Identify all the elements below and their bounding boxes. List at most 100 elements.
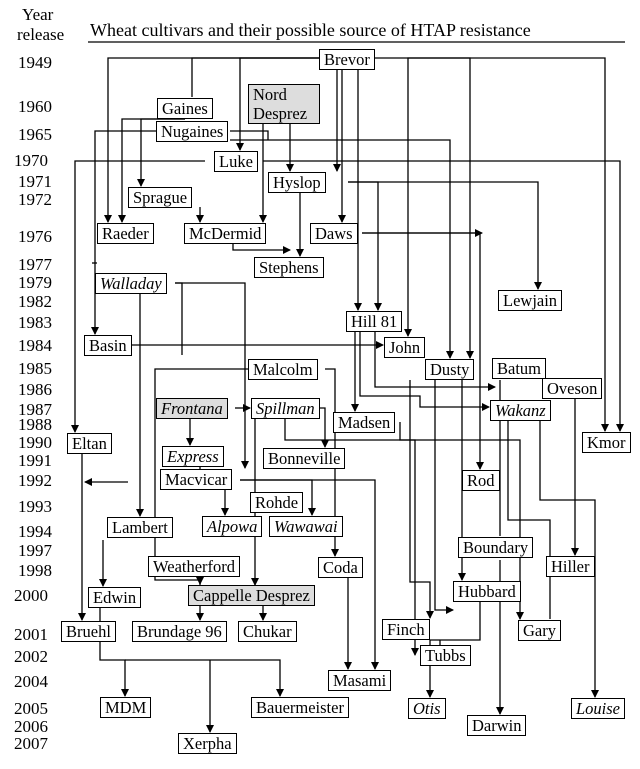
year-label: 2000 [14,586,48,605]
node-hill81: Hill 81 [346,311,403,332]
connector-line [434,380,454,614]
connector-line [230,139,454,359]
node-frontana: Frontana [156,398,228,419]
year-label: 1994 [18,522,52,541]
node-basin: Basin [84,335,132,356]
year-label: 1992 [18,471,52,490]
node-daws: Daws [310,223,358,244]
year-label: 1965 [18,125,52,144]
node-brundage96: Brundage 96 [132,621,227,642]
year-label: 1960 [18,97,52,116]
year-header: Year [22,5,54,24]
year-label: 1971 [18,172,52,191]
year-label: 1972 [18,190,52,209]
year-label: 1985 [18,359,52,378]
connector-line [426,600,481,698]
node-lewjain: Lewjain [498,290,563,311]
year-label: 1970 [14,151,48,170]
node-hubbard: Hubbard [453,581,521,602]
node-nugaines: Nugaines [156,121,229,142]
node-stephens: Stephens [254,257,324,278]
node-finch: Finch [382,619,430,640]
year-label: 2005 [14,699,48,718]
node-brevor: Brevor [319,49,375,70]
node-alpowa: Alpowa [202,516,263,537]
year-label: 2007 [14,734,48,753]
node-louise: Louise [571,698,626,719]
node-cappelle-desprez: Cappelle Desprez [188,585,315,606]
year-label: 2001 [14,625,48,644]
year-label: 1983 [18,313,52,332]
connector-line [71,160,205,433]
node-hiller: Hiller [546,556,595,577]
node-sprague: Sprague [128,187,193,208]
connector-line [354,57,420,311]
node-spillman: Spillman [251,398,320,419]
node-batum: Batum [492,358,546,379]
connector-line [420,57,609,432]
connector-line [539,420,599,698]
node-eltan: Eltan [67,433,112,454]
connector-line [263,160,624,432]
node-wawawai: Wawawai [269,516,343,537]
node-bonneville: Bonneville [263,448,346,469]
connector-line [359,331,490,411]
year-label: 1990 [18,433,52,452]
year-label: 1998 [18,561,52,580]
year-label: 2006 [14,717,48,736]
node-mdm: MDM [100,697,152,718]
year-label: 2004 [14,672,48,691]
node-tubbs: Tubbs [420,645,471,666]
node-john: John [384,337,426,358]
connector-line [232,244,291,254]
connector-line [399,422,419,656]
node-otis: Otis [408,698,446,719]
diagram-title: Wheat cultivars and their possible sourc… [90,20,531,40]
node-masami: Masami [328,670,392,691]
node-express: Express [162,446,224,467]
year-label: 1988 [18,415,52,434]
year-label: 1949 [18,53,52,72]
year-label: 1997 [18,541,52,560]
node-madsen: Madsen [333,412,396,433]
connector-line [348,181,382,311]
node-rod: Rod [462,470,500,491]
node-boundary: Boundary [458,537,534,558]
connector-line [348,181,542,290]
node-chukar: Chukar [238,621,297,642]
node-dusty: Dusty [425,359,475,380]
year-label: 1991 [18,451,52,470]
connector-line [409,380,434,619]
node-wakanz: Wakanz [490,400,551,421]
node-bauermeister: Bauermeister [251,697,349,718]
node-coda: Coda [318,557,363,578]
connector-line [137,118,185,187]
connector-line [230,130,269,140]
node-rohde: Rohde [250,492,304,513]
node-bruehl: Bruehl [61,621,116,642]
node-xerpha: Xerpha [178,733,237,754]
node-gaines: Gaines [157,98,213,119]
node-gary: Gary [518,620,561,641]
node-kmor: Kmor [582,432,631,453]
node-malcolm: Malcolm [248,359,318,380]
connector-line [125,659,284,697]
node-walladay: Walladay [95,273,167,294]
connector-line [240,479,379,670]
connector-line [175,282,183,355]
node-oveson: Oveson [542,378,603,399]
connector-line [175,282,249,469]
year-label: 1986 [18,380,52,399]
year-label: 1984 [18,336,52,355]
connector-line [325,368,339,557]
node-macvicar: Macvicar [160,469,233,490]
year-label: 1977 [18,255,52,274]
year-label: 1979 [18,273,52,292]
connector-line [404,57,420,337]
node-weatherford: Weatherford [148,556,241,577]
node-nord-desprez: Nord Desprez [248,84,320,124]
year-label: 1976 [18,227,52,246]
year-label: 1987 [18,400,52,419]
node-mcdermid: McDermid [184,223,267,244]
